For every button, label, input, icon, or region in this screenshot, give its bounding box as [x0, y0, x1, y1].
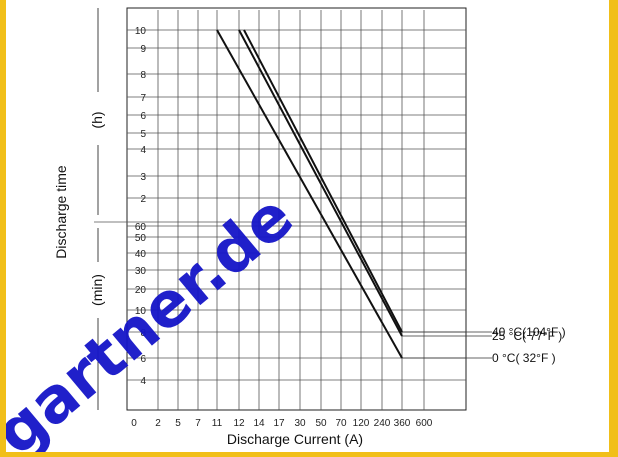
- x-tick-label: 2: [155, 418, 161, 429]
- x-tick-label: 5: [175, 418, 181, 429]
- y-tick-label-hours: 2: [140, 194, 146, 205]
- y-tick-label-hours: 3: [140, 172, 146, 183]
- y-tick-label-minutes: 50: [135, 233, 147, 244]
- y-tick-label-minutes: 30: [135, 266, 147, 277]
- legend-entry: 40 °C(104°F ): [492, 325, 566, 339]
- y-axis-label: Discharge time: [53, 165, 69, 259]
- x-tick-label: 0: [131, 418, 137, 429]
- x-tick-labels: 0 2 5 7 11 12 14 17 30 50 70 120 240 360 600: [131, 418, 433, 429]
- legend-entry: 25 °C( 77°F ): [492, 329, 562, 343]
- x-tick-label: 70: [335, 418, 347, 429]
- y-tick-label-hours: 8: [140, 70, 146, 81]
- x-tick-label: 17: [273, 418, 285, 429]
- chart-grid: [94, 7, 467, 411]
- series-line: [216, 29, 403, 359]
- x-tick-label: 12: [233, 418, 245, 429]
- y-tick-label-hours: 6: [140, 111, 146, 122]
- y-tick-label-minutes: 8: [140, 328, 146, 339]
- y-tick-label-minutes: 40: [135, 249, 147, 260]
- series-line: [238, 29, 403, 337]
- x-tick-label: 240: [374, 418, 391, 429]
- y-tick-label-minutes: 4: [140, 376, 146, 387]
- x-tick-label: 11: [212, 418, 223, 429]
- y-tick-label-hours: 4: [140, 145, 146, 156]
- chart-frame: 0 2 5 7 11 12 14 17 30 50 70 120 240 360 600 10 9 8 7 6 5 4 3…: [6, 0, 609, 452]
- plot-border: [126, 7, 467, 411]
- y-tick-label-minutes: 60: [135, 222, 147, 233]
- discharge-chart: 0 2 5 7 11 12 14 17 30 50 70 120 240 360 600 109876543…: [6, 7, 566, 452]
- y-tick-label-minutes: 10: [135, 306, 147, 317]
- series-lines: [216, 29, 403, 359]
- x-tick-label: 7: [195, 418, 201, 429]
- y-unit-hours: (h): [89, 111, 105, 128]
- y-tick-label-hours: 9: [140, 44, 146, 55]
- y-unit-minutes: (min): [89, 274, 105, 306]
- x-tick-label: 50: [315, 418, 327, 429]
- y-tick-label-hours: 5: [140, 129, 146, 140]
- watermark-text: gartner.de: [6, 179, 307, 452]
- x-tick-label: 14: [253, 418, 265, 429]
- x-tick-label: 30: [294, 418, 306, 429]
- y-tick-label-minutes: 6: [140, 354, 146, 365]
- x-axis-label: Discharge Current (A): [227, 431, 363, 447]
- series-line: [243, 29, 403, 333]
- y-tick-label-minutes: 20: [135, 285, 147, 296]
- y-tick-label-hours: 7: [140, 93, 146, 104]
- x-tick-label: 360: [394, 418, 411, 429]
- y-tick-label-hours: 10: [135, 26, 147, 37]
- legend: 40 °C(104°F )25 °C( 77°F ) 0 °C( 32°F ): [402, 325, 566, 365]
- x-tick-label: 600: [416, 418, 433, 429]
- legend-entry: 0 °C( 32°F ): [492, 351, 556, 365]
- x-tick-label: 120: [353, 418, 370, 429]
